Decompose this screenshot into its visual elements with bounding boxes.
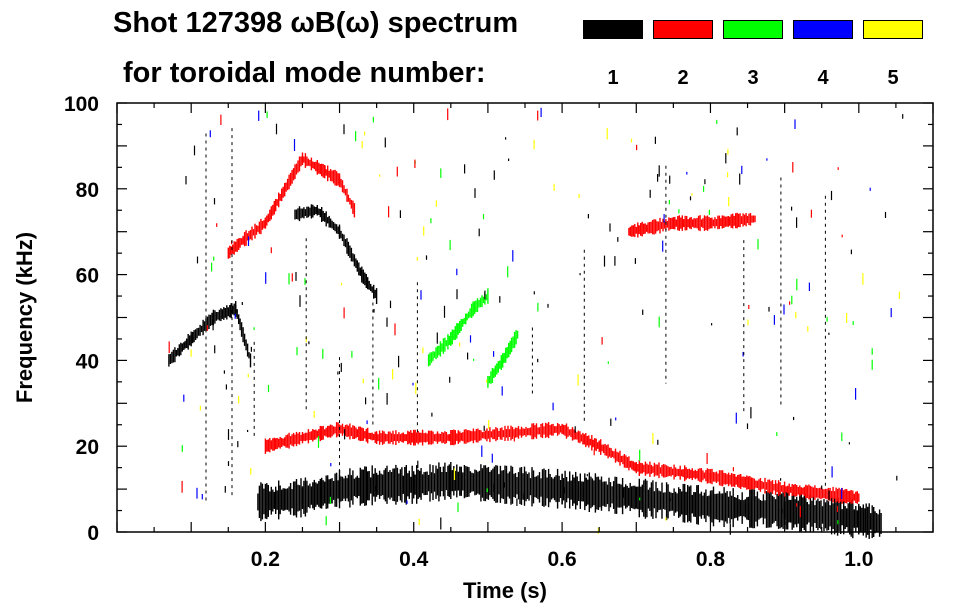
y-axis: 0 20 40 60 80 100: [64, 93, 933, 545]
y-tick-label: 20: [76, 436, 99, 459]
x-tick-label: 0.2: [251, 548, 280, 571]
x-axis: 0.2 0.4 0.6 0.8 1.0: [116, 103, 934, 571]
y-tick-label: 100: [64, 93, 99, 116]
series-5-mode-2: [227, 152, 356, 259]
legend-swatch-3: [723, 20, 783, 39]
legend-swatch-4: [793, 20, 853, 39]
series-8-mode-3: [487, 330, 519, 388]
x-tick-label: 0.4: [399, 548, 429, 571]
legend-label-3: 3: [747, 67, 759, 89]
broadband-spikes: [205, 128, 826, 503]
legend-swatch-2: [653, 20, 713, 39]
legend-label-5: 5: [887, 67, 899, 89]
x-axis-label: Time (s): [463, 578, 547, 603]
series-6-mode-2: [628, 212, 756, 238]
legend-label-1: 1: [607, 67, 619, 89]
y-axis-label: Frequency (kHz): [12, 232, 37, 403]
series-1-mode-1: [257, 462, 882, 539]
y-tick-label: 60: [76, 265, 99, 288]
y-tick-label: 80: [76, 179, 99, 202]
chart-title-line1: Shot 127398 ωB(ω) spectrum: [113, 7, 519, 39]
x-tick-label: 0.8: [696, 548, 726, 571]
legend-swatch-5: [863, 20, 923, 39]
x-tick-label: 1.0: [844, 548, 873, 571]
y-tick-label: 0: [87, 522, 99, 545]
scattered-speckles: [168, 107, 904, 535]
x-tick-label: 0.6: [547, 548, 576, 571]
series-3-mode-1: [294, 204, 378, 304]
series-2-mode-1: [168, 301, 252, 368]
series-7-mode-3: [427, 288, 489, 367]
legend-label-2: 2: [677, 67, 689, 89]
y-tick-label: 40: [76, 350, 99, 373]
series-4-mode-2: [264, 422, 860, 504]
chart-title-line2: for toroidal mode number:: [123, 57, 486, 89]
legend-label-4: 4: [817, 67, 829, 89]
legend-swatch-1: [583, 20, 643, 39]
spectrogram-data: [168, 107, 904, 539]
